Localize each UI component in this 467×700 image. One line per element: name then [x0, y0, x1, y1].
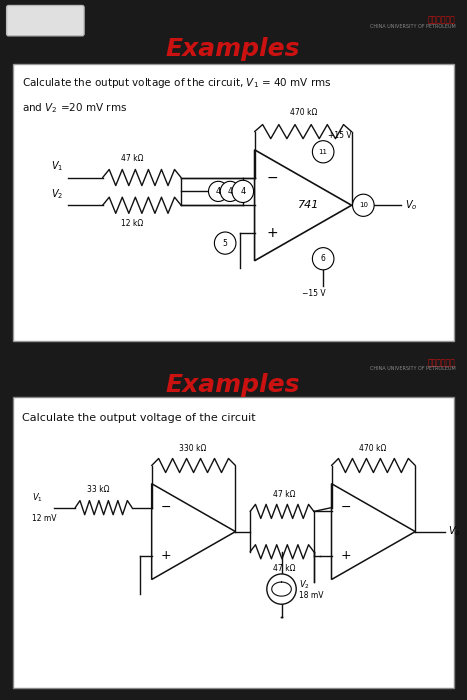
- Circle shape: [208, 181, 228, 202]
- Text: $V_o$: $V_o$: [404, 198, 417, 212]
- Bar: [13, 64, 454, 342]
- FancyBboxPatch shape: [7, 6, 84, 36]
- Text: −15 V: −15 V: [302, 289, 325, 298]
- Bar: [13, 398, 454, 688]
- Text: 12 mV: 12 mV: [32, 514, 57, 523]
- Text: 47 kΩ: 47 kΩ: [273, 490, 296, 499]
- Text: 4: 4: [240, 187, 246, 196]
- Text: 470 kΩ: 470 kΩ: [290, 108, 317, 118]
- Text: 12 kΩ: 12 kΩ: [121, 219, 143, 228]
- Text: 11: 11: [318, 149, 328, 155]
- Text: 470 kΩ: 470 kΩ: [359, 444, 386, 454]
- Text: +: +: [266, 226, 278, 240]
- Text: 741: 741: [298, 200, 319, 210]
- Text: 中国石油大学: 中国石油大学: [428, 358, 455, 367]
- Text: 4: 4: [227, 187, 233, 196]
- Text: −: −: [161, 501, 171, 514]
- Text: 6: 6: [321, 254, 325, 263]
- Text: 5: 5: [223, 239, 227, 248]
- Text: CHINA UNIVERSITY OF PETROLEUM: CHINA UNIVERSITY OF PETROLEUM: [370, 366, 455, 371]
- Text: Examples: Examples: [166, 37, 300, 61]
- Text: $V_2$: $V_2$: [51, 188, 64, 201]
- Text: 33 kΩ: 33 kΩ: [86, 484, 109, 494]
- Text: 4 of 6: 4 of 6: [27, 14, 63, 27]
- Circle shape: [353, 194, 374, 216]
- Text: 18 mV: 18 mV: [299, 591, 324, 600]
- Text: 10: 10: [359, 202, 368, 209]
- Text: +15 V: +15 V: [328, 131, 352, 140]
- Circle shape: [232, 181, 254, 202]
- Text: 47 kΩ: 47 kΩ: [273, 564, 296, 573]
- Text: Calculate the output voltage of the circuit, $V_1$ = 40 mV rms: Calculate the output voltage of the circ…: [22, 76, 332, 90]
- Circle shape: [312, 141, 334, 163]
- Text: Calculate the output voltage of the circuit: Calculate the output voltage of the circ…: [22, 412, 256, 423]
- Text: CHINA UNIVERSITY OF PETROLEUM: CHINA UNIVERSITY OF PETROLEUM: [370, 24, 455, 29]
- Circle shape: [220, 181, 240, 202]
- Text: Examples: Examples: [166, 373, 300, 398]
- Text: 中国石油大学: 中国石油大学: [428, 15, 455, 24]
- Text: 4: 4: [216, 187, 221, 196]
- Text: $V_2$: $V_2$: [299, 579, 310, 592]
- Circle shape: [312, 248, 334, 270]
- Text: −: −: [266, 171, 278, 185]
- Text: $V_o$: $V_o$: [448, 525, 460, 538]
- Text: +: +: [161, 549, 172, 562]
- Text: 330 kΩ: 330 kΩ: [179, 444, 206, 454]
- Text: +: +: [341, 549, 352, 562]
- Text: −: −: [341, 501, 352, 514]
- Circle shape: [214, 232, 236, 254]
- Text: $V_1$: $V_1$: [32, 491, 43, 503]
- Text: $V_1$: $V_1$: [51, 160, 64, 174]
- Circle shape: [267, 574, 296, 604]
- Text: and $V_2$ =20 mV rms: and $V_2$ =20 mV rms: [22, 102, 127, 116]
- Text: 47 kΩ: 47 kΩ: [121, 155, 143, 163]
